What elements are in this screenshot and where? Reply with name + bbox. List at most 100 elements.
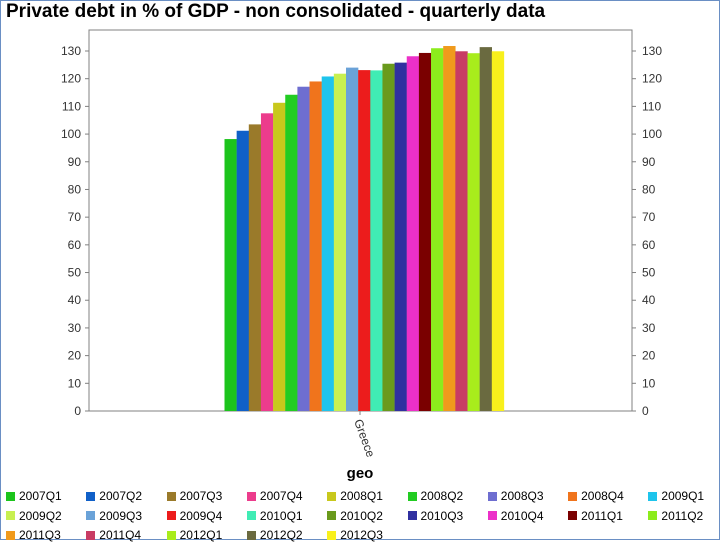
legend-label: 2011Q3	[19, 528, 61, 542]
legend-item: 2010Q3	[407, 508, 464, 524]
legend-item: 2011Q3	[6, 527, 61, 543]
bar-2007Q3	[248, 124, 262, 411]
bar-2009Q3	[346, 67, 359, 411]
legend-label: 2012Q1	[179, 528, 223, 542]
legend-item: 2007Q2	[86, 488, 142, 504]
left-tick-label: 90	[68, 155, 82, 169]
right-tick-label: 120	[642, 72, 662, 86]
bar-2008Q1	[273, 102, 286, 412]
legend-swatch	[246, 530, 256, 540]
legend-label: 2007Q3	[179, 489, 223, 503]
right-tick-label: 100	[642, 127, 662, 141]
bar-2011Q3	[443, 46, 456, 412]
legend-label: 2008Q3	[500, 489, 544, 503]
right-tick-label: 0	[642, 404, 649, 418]
legend-label: 2011Q4	[99, 528, 142, 542]
legend-item: 2010Q4	[487, 508, 544, 524]
legend-label: 2010Q1	[259, 508, 303, 523]
bar-2012Q2	[479, 47, 492, 411]
right-tick-label: 80	[642, 182, 656, 196]
bar-2011Q2	[431, 48, 444, 411]
legend-item: 2009Q1	[648, 488, 704, 504]
bar-2012Q3	[491, 51, 505, 412]
legend-item: 2008Q4	[568, 488, 624, 504]
left-tick-label: 10	[68, 376, 82, 390]
bar-2010Q1	[370, 70, 383, 411]
left-tick-label: 80	[68, 182, 82, 196]
legend-swatch	[487, 491, 497, 501]
legend-item: 2010Q1	[246, 508, 303, 524]
legend-label: 2009Q4	[179, 508, 223, 523]
legend-swatch	[166, 530, 176, 540]
left-tick-label: 100	[61, 127, 81, 141]
legend-label: 2010Q3	[420, 508, 464, 523]
legend-swatch	[648, 511, 658, 520]
left-y-axis: 0 10 20 30 40 50 60 70 80 90 100 110 120 130	[61, 44, 89, 418]
legend-label: 2008Q2	[420, 489, 464, 503]
legend-label: 2008Q1	[340, 489, 383, 503]
legend-swatch	[487, 511, 497, 520]
legend-item: 2010Q2	[327, 508, 383, 524]
legend-swatch	[6, 511, 15, 520]
bar-2009Q1	[321, 76, 335, 411]
legend-item: 2011Q2	[648, 508, 703, 524]
right-tick-label: 10	[642, 376, 656, 390]
legend-swatch	[86, 491, 96, 501]
legend-label: 2009Q2	[19, 508, 62, 523]
legend-swatch	[407, 491, 417, 501]
legend-label: 2009Q3	[99, 508, 142, 523]
legend-label: 2007Q2	[99, 489, 142, 503]
x-axis-label: geo	[347, 465, 374, 482]
right-tick-label: 30	[642, 321, 656, 335]
bar-2009Q4	[358, 70, 371, 411]
legend-swatch	[166, 511, 176, 520]
bar-2008Q4	[309, 81, 322, 411]
legend-swatch	[6, 491, 15, 501]
legend-label: 2007Q4	[259, 489, 303, 503]
bar-2010Q2	[382, 63, 395, 411]
bar-2012Q1	[467, 53, 480, 411]
bar-2008Q2	[285, 94, 298, 411]
legend-item: 2012Q1	[166, 527, 223, 543]
right-tick-label: 110	[642, 99, 661, 113]
bar-2010Q3	[394, 62, 407, 411]
legend-label: 2012Q2	[259, 528, 303, 542]
legend-item: 2011Q4	[86, 527, 141, 543]
legend-swatch	[407, 511, 417, 520]
left-tick-label: 60	[68, 238, 82, 252]
legend-item: 2011Q1	[568, 508, 623, 524]
right-tick-label: 50	[642, 266, 656, 280]
left-tick-label: 130	[61, 44, 81, 58]
legend-item: 2007Q3	[166, 488, 223, 504]
legend-item: 2008Q2	[407, 488, 464, 504]
bar-2010Q4	[406, 56, 420, 412]
bar-2007Q1	[224, 139, 237, 412]
legend-label: 2008Q4	[581, 489, 624, 503]
left-tick-label: 120	[61, 72, 81, 86]
legend-swatch	[6, 530, 15, 540]
left-tick-label: 30	[68, 321, 82, 335]
right-tick-label: 130	[642, 44, 662, 58]
legend-item: 2009Q2	[6, 508, 62, 524]
legend-item: 2012Q2	[246, 527, 303, 543]
legend-swatch	[86, 530, 96, 540]
x-category-label: Greece	[351, 417, 378, 459]
right-y-axis: 0 10 20 30 40 50 60 70 80 90 100 110 120 130	[632, 44, 662, 418]
left-tick-label: 70	[68, 210, 82, 224]
legend-swatch	[568, 511, 578, 520]
right-tick-label: 40	[642, 293, 656, 307]
legend-swatch	[246, 491, 256, 501]
legend-item: 2012Q3	[327, 527, 383, 543]
right-tick-label: 90	[642, 155, 656, 169]
legend-label: 2009Q1	[661, 489, 705, 503]
x-category-labels: Greece	[351, 411, 378, 459]
right-tick-label: 20	[642, 349, 656, 363]
bar-2009Q2	[333, 73, 347, 411]
bar-2011Q1	[418, 52, 432, 411]
legend-item: 2009Q4	[166, 508, 223, 524]
legend-swatch	[246, 511, 256, 520]
left-tick-label: 40	[68, 293, 82, 307]
legend-label: 2012Q3	[340, 528, 383, 542]
legend-swatch	[648, 491, 658, 501]
